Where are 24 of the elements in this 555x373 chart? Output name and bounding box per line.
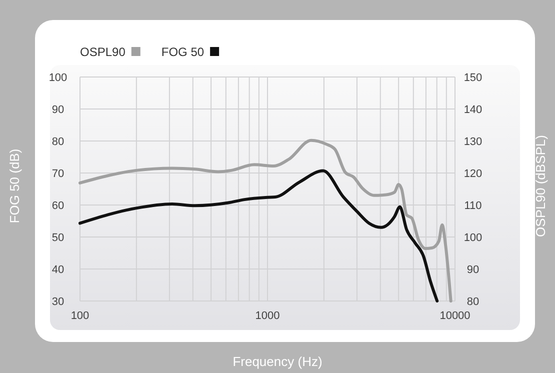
- y-tick-label: 100: [48, 72, 68, 84]
- y2-tick-label: 120: [464, 168, 482, 180]
- y-tick-label: 50: [52, 232, 64, 244]
- y-tick-label: 90: [52, 104, 64, 116]
- y2-tick-label: 110: [464, 200, 482, 212]
- x-tick-label: 10000: [440, 310, 470, 322]
- y2-tick-label: 150: [464, 72, 482, 84]
- y2-tick-label: 80: [466, 296, 480, 308]
- y-tick-label: 40: [52, 264, 64, 276]
- y2-tick-label: 140: [464, 104, 482, 116]
- y2-tick-label: 90: [466, 264, 480, 276]
- y2-axis-title: OSPL90 (dBSPL): [533, 135, 548, 237]
- y-tick-label: 60: [52, 200, 64, 212]
- y-tick-label: 80: [52, 136, 64, 148]
- y2-tick-label: 100: [464, 232, 482, 244]
- y2-tick-label: 130: [464, 136, 482, 148]
- legend-label: FOG 50: [161, 45, 204, 59]
- x-tick-label: 100: [70, 310, 90, 322]
- y-tick-label: 70: [52, 168, 64, 180]
- y-tick-label: 30: [52, 296, 64, 308]
- legend-label: OSPL90: [80, 45, 126, 59]
- y-axis-title: FOG 50 (dB): [7, 148, 22, 224]
- x-tick-label: 1000: [255, 310, 280, 322]
- x-axis-title: Frequency (Hz): [232, 354, 322, 369]
